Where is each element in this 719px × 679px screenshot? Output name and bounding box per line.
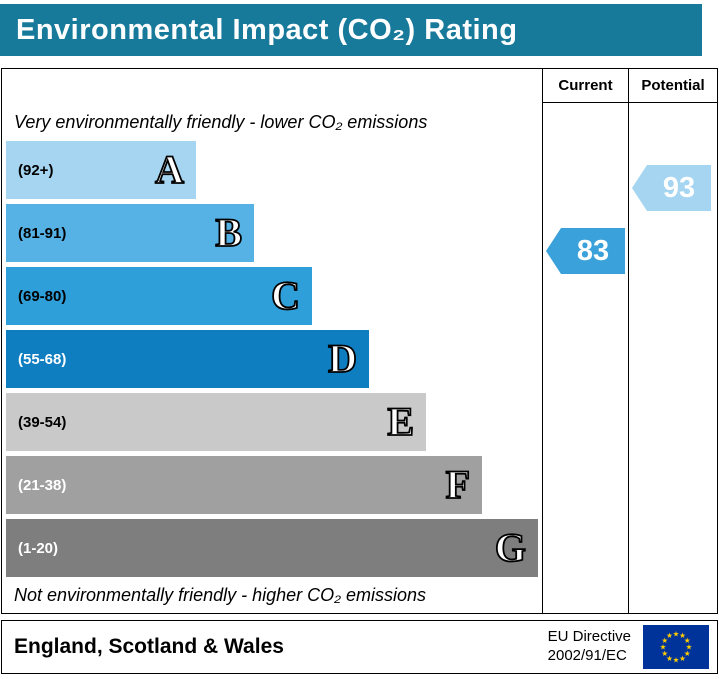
band-range: (55-68) xyxy=(18,350,67,368)
band-letter: D xyxy=(327,336,358,381)
band-bar: (21-38) F xyxy=(6,456,482,514)
band-bar: (92+) A xyxy=(6,141,196,199)
band-row: (55-68) D xyxy=(6,330,538,388)
band-range: (39-54) xyxy=(18,413,67,431)
top-note: Very environmentally friendly - lower CO… xyxy=(14,111,428,132)
eu-directive-text: EU Directive 2002/91/EC xyxy=(548,628,631,666)
corner-cell xyxy=(2,69,542,103)
column-header-current: Current xyxy=(542,69,628,103)
current-value: 83 xyxy=(561,228,625,274)
band-row: (21-38) F xyxy=(6,456,538,514)
current-column: 83 xyxy=(542,103,628,613)
rating-table: Current Potential Very environmentally f… xyxy=(1,68,718,614)
band-area: Very environmentally friendly - lower CO… xyxy=(2,103,542,613)
band-bar: (39-54) E xyxy=(6,393,426,451)
header-banner: Environmental Impact (CO₂) Rating xyxy=(0,4,702,56)
svg-text:★: ★ xyxy=(679,654,686,663)
band-range: (92+) xyxy=(18,161,54,179)
current-arrow: 83 xyxy=(546,228,625,274)
svg-text:★: ★ xyxy=(673,656,680,665)
band-bar: (81-91) B xyxy=(6,204,254,262)
current-arrow-tip-icon xyxy=(546,228,561,274)
svg-text:★: ★ xyxy=(684,636,691,645)
svg-text:★: ★ xyxy=(666,654,673,663)
band-row: (81-91) B xyxy=(6,204,538,262)
band-range: (21-38) xyxy=(18,476,67,494)
potential-arrow-tip-icon xyxy=(632,165,647,211)
region-label: England, Scotland & Wales xyxy=(14,635,284,658)
band-letter: B xyxy=(214,210,242,255)
bottom-note: Not environmentally friendly - higher CO… xyxy=(14,584,427,605)
band-letter: A xyxy=(154,147,185,192)
band-bar: (55-68) D xyxy=(6,330,369,388)
svg-text:★: ★ xyxy=(679,631,686,640)
eu-directive-line1: EU Directive xyxy=(547,628,631,646)
svg-text:★: ★ xyxy=(673,630,680,639)
bands: (92+) A (81-91) B (69-80) C (55-68) xyxy=(2,141,542,577)
svg-text:★: ★ xyxy=(686,643,693,652)
footer: England, Scotland & Wales EU Directive 2… xyxy=(1,620,718,674)
svg-text:★: ★ xyxy=(661,636,668,645)
column-header-potential: Potential xyxy=(628,69,717,103)
svg-text:★: ★ xyxy=(660,643,667,652)
band-row: (92+) A xyxy=(6,141,538,199)
band-bar: (69-80) C xyxy=(6,267,312,325)
chart-title: Environmental Impact (CO₂) Rating xyxy=(16,13,518,46)
svg-text:★: ★ xyxy=(661,649,668,658)
band-row: (1-20) G xyxy=(6,519,538,577)
band-row: (69-80) C xyxy=(6,267,538,325)
eu-flag-icon: ★ ★ ★ ★ ★ ★ ★ ★ ★ ★ ★ ★ xyxy=(643,625,709,669)
band-range: (1-20) xyxy=(18,539,59,557)
svg-text:★: ★ xyxy=(684,649,691,658)
band-letter: C xyxy=(270,273,301,318)
potential-value: 93 xyxy=(647,165,711,211)
band-bar: (1-20) G xyxy=(6,519,538,577)
svg-text:★: ★ xyxy=(666,631,673,640)
band-letter: E xyxy=(386,399,414,444)
band-letter: F xyxy=(445,462,471,507)
band-range: (81-91) xyxy=(18,224,67,242)
band-letter: G xyxy=(494,525,527,570)
potential-column: 93 xyxy=(628,103,717,613)
band-range: (69-80) xyxy=(18,287,67,305)
potential-arrow: 93 xyxy=(632,165,711,211)
eu-directive-line2: 2002/91/EC xyxy=(547,647,627,664)
band-row: (39-54) E xyxy=(6,393,538,451)
